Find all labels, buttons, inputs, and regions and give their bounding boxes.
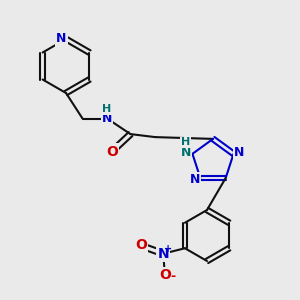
Text: O: O	[159, 268, 171, 282]
Text: N: N	[56, 32, 67, 46]
Text: H: H	[103, 104, 112, 114]
Text: -: -	[170, 270, 175, 283]
Text: O: O	[106, 145, 118, 158]
Text: N: N	[158, 247, 169, 261]
Text: H: H	[181, 137, 190, 147]
Text: N: N	[190, 173, 200, 186]
Text: N: N	[234, 146, 244, 159]
Text: N: N	[102, 112, 112, 125]
Text: +: +	[164, 244, 172, 254]
Text: N: N	[181, 146, 191, 159]
Text: O: O	[135, 238, 147, 252]
